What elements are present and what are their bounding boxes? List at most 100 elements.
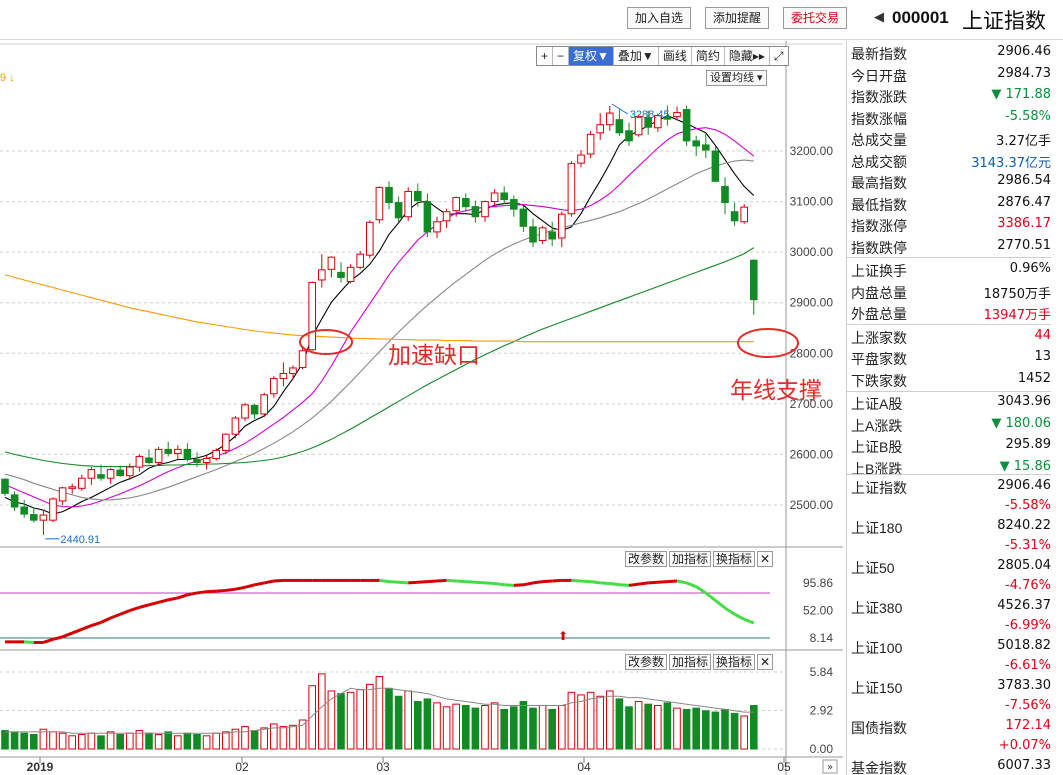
quote-row: 平盘家数 13: [851, 347, 1051, 368]
osc-segment: [216, 588, 226, 593]
high-marker-arrow: [611, 103, 629, 115]
index-value: 3783.30: [997, 678, 1051, 693]
candle-body-up: [260, 394, 268, 415]
volume-bar-up: [538, 704, 547, 750]
vol-edit-params-button[interactable]: 改参数: [625, 654, 668, 670]
osc-segment: [667, 579, 678, 584]
candle-body-down: [702, 144, 710, 151]
volume-bar-down: [692, 707, 701, 750]
overlay-menu[interactable]: 叠加▼: [614, 47, 659, 65]
candle-body-up: [558, 213, 566, 239]
osc-segment: [263, 579, 275, 585]
quote-value: -5.58%: [1005, 108, 1051, 124]
hide-panel-button[interactable]: 隐藏▸▸: [725, 47, 770, 65]
index-label: 上证380: [851, 600, 903, 616]
add-alert-button[interactable]: 添加提醒: [705, 7, 770, 29]
chart-area[interactable]: 3200.00 3100.00 3000.00 2900.00 2800.00 2700.…: [0, 41, 843, 775]
index-change-pct: -6.99%: [1005, 618, 1051, 633]
candle-body-up: [740, 206, 749, 223]
index-change-row: -5.31%: [851, 536, 1051, 557]
quote-value: ▼ 15.86: [999, 458, 1051, 474]
volume-bar-up: [596, 695, 605, 750]
volume-bar-down: [394, 695, 403, 750]
volume-bar-down: [529, 707, 537, 750]
zoom-out-button[interactable]: −: [553, 47, 570, 65]
osc-switch-indicator-button[interactable]: 换指标: [713, 551, 756, 567]
price-tick-label: 2900.00: [790, 296, 834, 310]
quote-row: 总成交额 3143.37亿元: [851, 150, 1051, 171]
candle-body-up: [452, 197, 460, 212]
quote-label: 平盘家数: [851, 351, 907, 367]
candle-body-up: [606, 112, 614, 126]
quote-row: 上证100 5018.82: [851, 636, 1051, 657]
candle-body-up: [481, 201, 489, 218]
quote-row: 下跌家数 1452: [851, 369, 1051, 390]
simple-mode-button[interactable]: 简约: [692, 47, 725, 65]
candle-body-up: [634, 116, 643, 136]
volume-bar-down: [164, 731, 172, 750]
volume-bar-up: [298, 719, 307, 750]
quote-row: 上证A股 3043.96: [851, 392, 1051, 413]
candle-body-down: [250, 404, 259, 415]
candle-body-down: [20, 506, 28, 515]
ma-line-ma10: [4, 127, 755, 508]
candle-body-up: [375, 186, 384, 221]
osc-close-icon[interactable]: ✕: [757, 551, 774, 567]
index-value: 2906.46: [997, 478, 1051, 493]
candle-body-up: [106, 469, 115, 479]
adjust-rights-menu[interactable]: 复权▼: [569, 47, 614, 65]
osc-segment: [187, 591, 198, 597]
volume-panel-buttons: 改参数 加指标 换指标 ✕: [625, 654, 774, 670]
price-tick-label: 3000.00: [790, 245, 834, 259]
candle-body-up: [126, 466, 134, 477]
quote-value: 18750万手: [983, 286, 1051, 302]
quote-label: 总成交量: [851, 132, 907, 148]
symbol-code: 000001: [892, 8, 949, 27]
quote-row: 上证B股 295.89: [851, 435, 1051, 456]
kline-chart[interactable]: 3200.00 3100.00 3000.00 2900.00 2800.00 2700.…: [0, 41, 843, 775]
index-value: 172.14: [1005, 718, 1052, 733]
ma-settings-button[interactable]: 设置均线 ▾: [706, 70, 767, 86]
index-change-pct: -5.31%: [1005, 538, 1051, 553]
vol-switch-indicator-button[interactable]: 换指标: [713, 654, 756, 670]
candle-body-down: [471, 206, 480, 218]
volume-bar-up: [289, 724, 297, 750]
quote-row: 今日开盘 2984.73: [851, 64, 1051, 85]
candle-body-down: [414, 190, 422, 202]
osc-edit-params-button[interactable]: 改参数: [625, 551, 668, 567]
candle-body-up: [567, 163, 576, 215]
gap-circle: [299, 329, 353, 355]
candle-body-down: [145, 457, 153, 464]
quote-row: 上B涨跌 ▼ 15.86: [851, 457, 1051, 478]
volume-bar-down: [644, 703, 653, 750]
symbol-name: 上证指数: [962, 10, 1046, 33]
prev-symbol-icon[interactable]: ◀: [874, 9, 884, 24]
index-change-pct: -7.56%: [1005, 698, 1051, 713]
volume-bar-down: [145, 732, 153, 750]
candle-body-up: [39, 514, 48, 521]
osc-tick-label: 8.14: [810, 631, 834, 645]
vol-close-icon[interactable]: ✕: [757, 654, 774, 670]
volume-bar-up: [135, 730, 144, 750]
osc-segment: [71, 627, 83, 635]
quote-value: 2986.54: [997, 173, 1051, 188]
quote-label: 下跌家数: [851, 372, 907, 389]
volume-bar-up: [634, 701, 643, 750]
candle-body-down: [183, 448, 192, 460]
add-watchlist-button[interactable]: 加入自选: [627, 7, 692, 29]
expand-icon[interactable]: ⤢: [773, 49, 784, 63]
draw-line-button[interactable]: 画线: [659, 47, 692, 65]
osc-segment: [552, 578, 562, 583]
trade-button[interactable]: 委托交易: [783, 7, 848, 29]
volume-bar-down: [663, 702, 672, 750]
volume-bar-up: [78, 733, 86, 750]
index-change-pct: +0.07%: [998, 738, 1051, 753]
osc-tick-label: 95.86: [803, 576, 833, 590]
volume-bar-down: [510, 706, 518, 750]
volume-bar-up: [586, 691, 595, 750]
vol-add-indicator-button[interactable]: 加指标: [669, 654, 712, 670]
osc-add-indicator-button[interactable]: 加指标: [669, 551, 712, 567]
high-marker-label: 3288.45: [630, 109, 670, 121]
zoom-in-button[interactable]: +: [537, 47, 554, 65]
osc-segment: [379, 578, 390, 584]
